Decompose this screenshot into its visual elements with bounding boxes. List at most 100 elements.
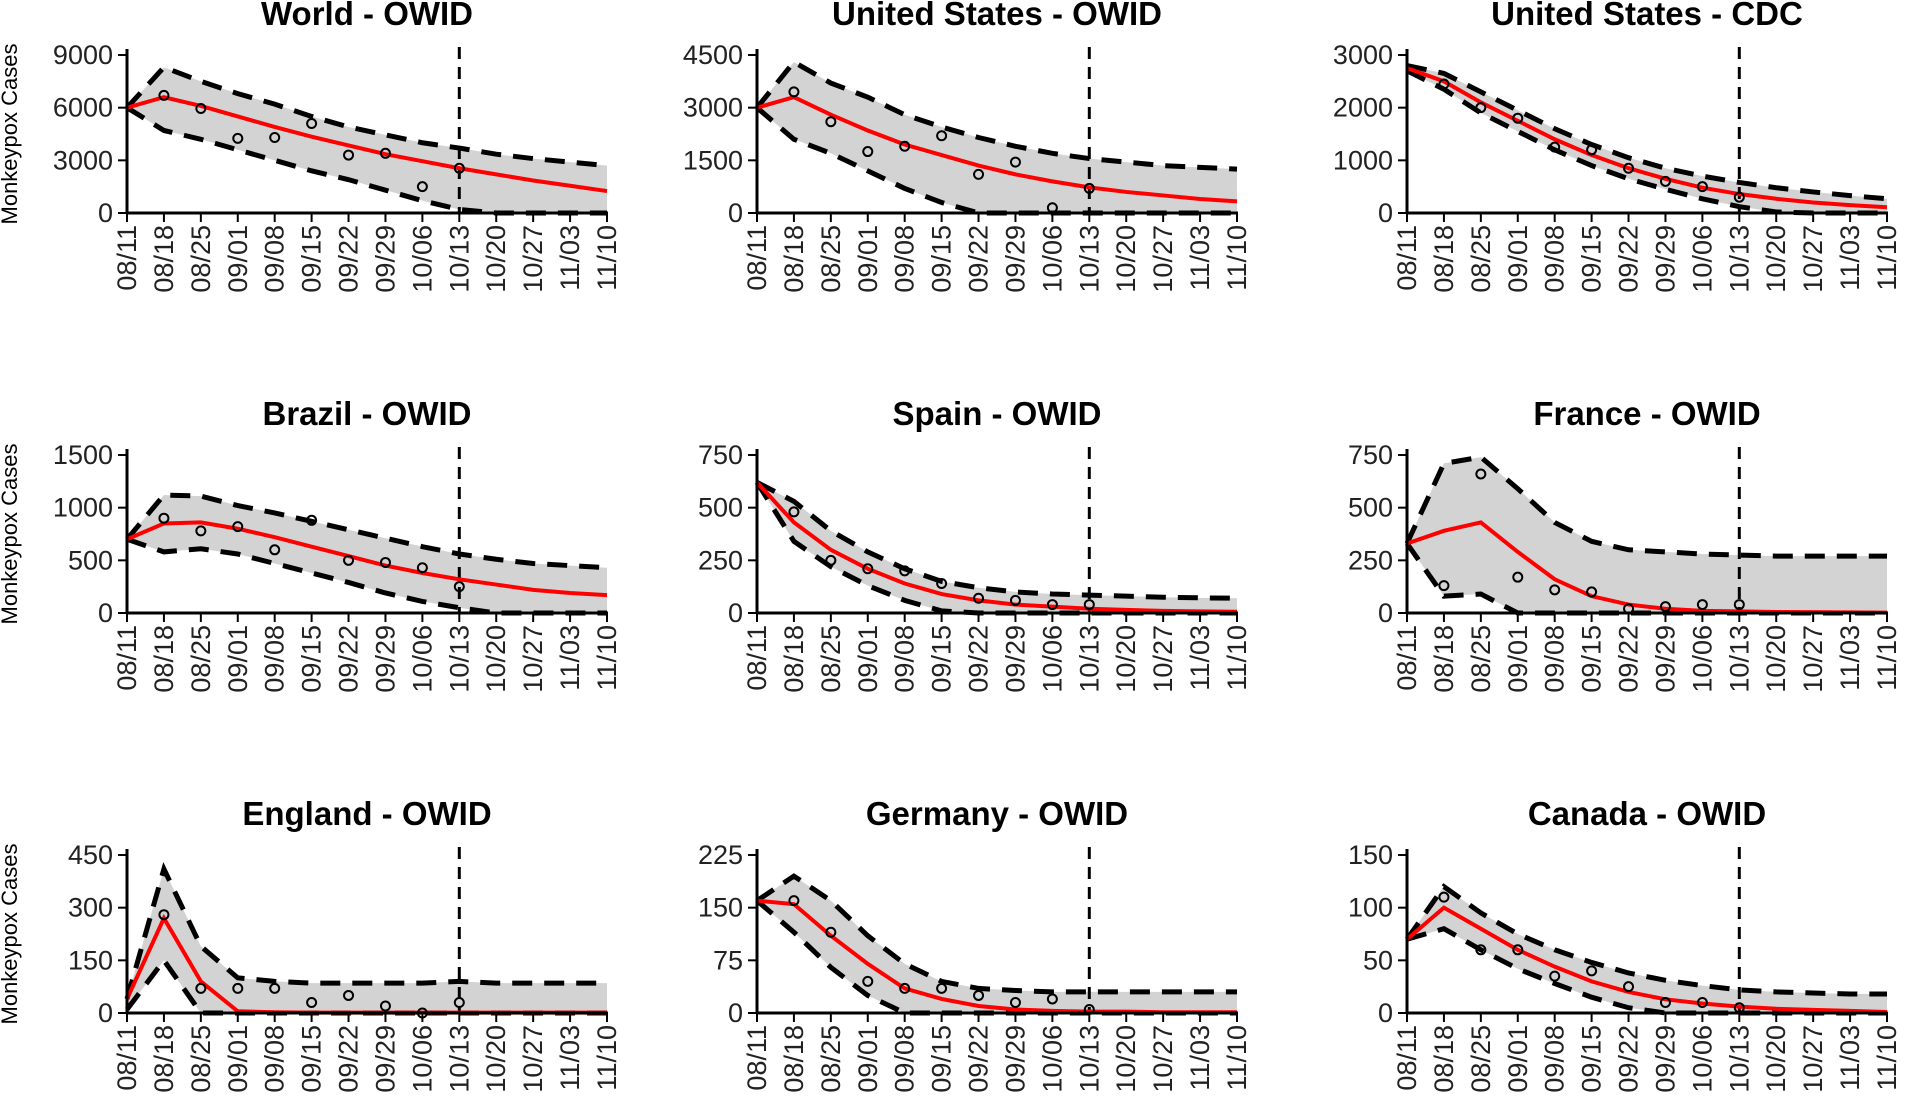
observed-point	[936, 982, 948, 994]
x-tick-label: 08/11	[742, 1025, 772, 1091]
upper-bound-line	[755, 58, 1238, 172]
x-tick-label: 09/29	[1000, 225, 1030, 293]
observed-point	[1733, 599, 1745, 611]
lower-bound-line	[126, 536, 607, 616]
x-tick-label: 08/18	[1429, 225, 1459, 293]
observed-point	[1009, 594, 1021, 606]
observed-point	[1696, 996, 1708, 1008]
y-tick-label: 0	[1378, 598, 1393, 628]
y-tick-label: 150	[1348, 840, 1393, 870]
x-tick-label: 11/03	[1185, 225, 1215, 291]
x-tick-label: 08/18	[779, 1025, 809, 1093]
x-tick-label: 10/13	[1724, 225, 1754, 293]
y-axis-label: Monkeypox Cases	[0, 844, 22, 1025]
x-tick-label: 10/06	[407, 1025, 437, 1093]
y-tick-label: 75	[713, 945, 743, 975]
x-tick-label: 09/22	[964, 625, 994, 693]
x-tick-label: 09/01	[223, 625, 253, 693]
observed-point	[936, 578, 948, 590]
observed-point	[232, 982, 244, 994]
upper-bound-line	[124, 861, 607, 1000]
x-tick-label: 09/22	[334, 1025, 364, 1093]
observed-point	[1549, 970, 1561, 982]
observed-point	[1659, 996, 1671, 1008]
x-tick-label: 10/06	[1037, 1025, 1067, 1093]
observed-point	[973, 592, 985, 604]
observed-point	[1623, 981, 1635, 993]
upper-bound-line	[125, 492, 608, 571]
x-tick-label: 09/15	[1577, 1025, 1607, 1093]
x-tick-label: 11/03	[1185, 1025, 1215, 1091]
x-tick-label: 10/13	[1724, 625, 1754, 693]
observed-point	[306, 514, 318, 526]
x-tick-label: 08/11	[112, 1025, 142, 1091]
observed-point	[195, 982, 207, 994]
y-tick-label: 3000	[53, 145, 113, 175]
x-tick-label: 09/22	[1614, 625, 1644, 693]
observed-point	[1046, 993, 1058, 1005]
y-tick-label: 1500	[53, 440, 113, 470]
observed-point	[343, 149, 355, 161]
y-tick-label: 1500	[683, 145, 743, 175]
panel-title: Brazil - OWID	[262, 395, 471, 432]
x-tick-label: 09/08	[1540, 1025, 1570, 1093]
y-tick-label: 300	[68, 893, 113, 923]
x-tick-label: 09/01	[853, 225, 883, 293]
y-tick-label: 0	[1378, 998, 1393, 1028]
x-tick-label: 09/15	[297, 1025, 327, 1093]
y-tick-label: 500	[68, 545, 113, 575]
x-tick-label: 11/10	[1872, 625, 1902, 691]
x-tick-label: 10/13	[444, 625, 474, 693]
y-tick-label: 0	[98, 998, 113, 1028]
observed-point	[1475, 102, 1487, 114]
x-tick-label: 08/18	[149, 625, 179, 693]
x-tick-label: 09/29	[1000, 625, 1030, 693]
x-tick-label: 09/22	[964, 225, 994, 293]
confidence-band	[757, 876, 1237, 1013]
x-tick-label: 08/25	[816, 225, 846, 293]
x-tick-label: 08/11	[1392, 1025, 1422, 1091]
model-mean-line	[1406, 66, 1888, 210]
x-tick-label: 08/18	[779, 625, 809, 693]
upper-bound-line	[125, 64, 608, 169]
x-tick-label: 10/20	[1111, 1025, 1141, 1093]
x-tick-label: 10/27	[1148, 625, 1178, 693]
observed-point	[379, 556, 391, 568]
x-tick-label: 09/22	[334, 625, 364, 693]
observed-point	[453, 996, 465, 1008]
x-tick-label: 08/25	[816, 1025, 846, 1093]
model-mean-line	[756, 95, 1238, 204]
observed-point	[1009, 996, 1021, 1008]
observed-point	[232, 132, 244, 144]
x-tick-label: 10/13	[444, 225, 474, 293]
upper-bound-line	[1404, 883, 1887, 997]
x-tick-label: 09/29	[1650, 1025, 1680, 1093]
y-tick-label: 1000	[53, 493, 113, 523]
observed-point	[1512, 112, 1524, 124]
upper-bound-line	[755, 873, 1237, 995]
y-tick-label: 50	[1363, 945, 1393, 975]
observed-point	[453, 162, 465, 174]
x-tick-label: 09/01	[853, 1025, 883, 1093]
x-tick-label: 09/08	[260, 625, 290, 693]
x-tick-label: 10/27	[1798, 625, 1828, 693]
x-tick-label: 10/20	[1111, 625, 1141, 693]
y-tick-label: 1000	[1333, 145, 1393, 175]
observed-point	[1009, 156, 1021, 168]
panel-title: England - OWID	[242, 795, 491, 832]
x-tick-label: 11/10	[1872, 1025, 1902, 1091]
observed-point	[269, 982, 281, 994]
x-tick-label: 09/08	[1540, 225, 1570, 293]
x-tick-label: 11/10	[1872, 225, 1902, 291]
observed-point	[899, 982, 911, 994]
observed-point	[788, 506, 800, 518]
panel-title: Spain - OWID	[893, 395, 1102, 432]
observed-point	[158, 512, 170, 524]
upper-bound-line	[755, 480, 1238, 601]
x-tick-label: 08/11	[1392, 625, 1422, 691]
x-tick-label: 10/27	[518, 225, 548, 293]
x-tick-label: 08/25	[186, 225, 216, 293]
x-tick-label: 10/20	[481, 625, 511, 693]
